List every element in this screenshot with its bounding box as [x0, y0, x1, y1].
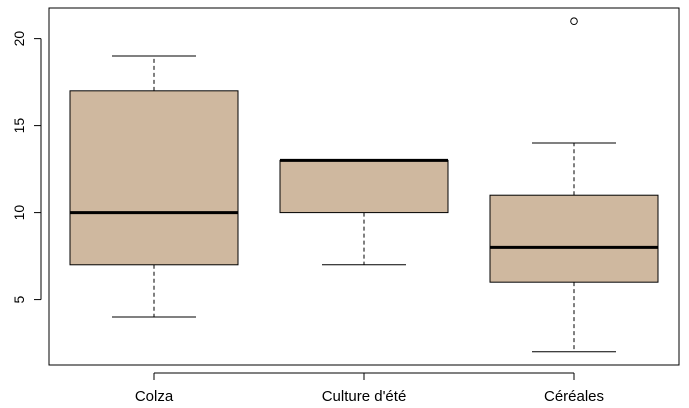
box-iqr	[69, 90, 239, 266]
y-tick-label-20: 20	[11, 31, 27, 47]
plot-frame	[48, 7, 680, 366]
boxes	[69, 17, 659, 353]
outlier-point-0	[570, 17, 578, 26]
x-axis: Colza Culture d'été Céréales	[135, 372, 604, 405]
box-group-0	[69, 55, 239, 318]
x-tick-label-0: Colza	[135, 388, 174, 405]
x-tick-label-1: Culture d'été	[322, 388, 407, 405]
box-iqr	[489, 194, 659, 283]
y-tick-label-15: 15	[11, 118, 27, 134]
x-tick-label-2: Céréales	[544, 388, 604, 405]
box-group-2	[489, 17, 659, 353]
box-group-1	[279, 158, 449, 266]
box-iqr	[279, 159, 449, 214]
y-axis: 5 10 15 20	[11, 31, 42, 303]
y-tick-label-5: 5	[11, 295, 27, 303]
y-tick-label-10: 10	[11, 205, 27, 221]
